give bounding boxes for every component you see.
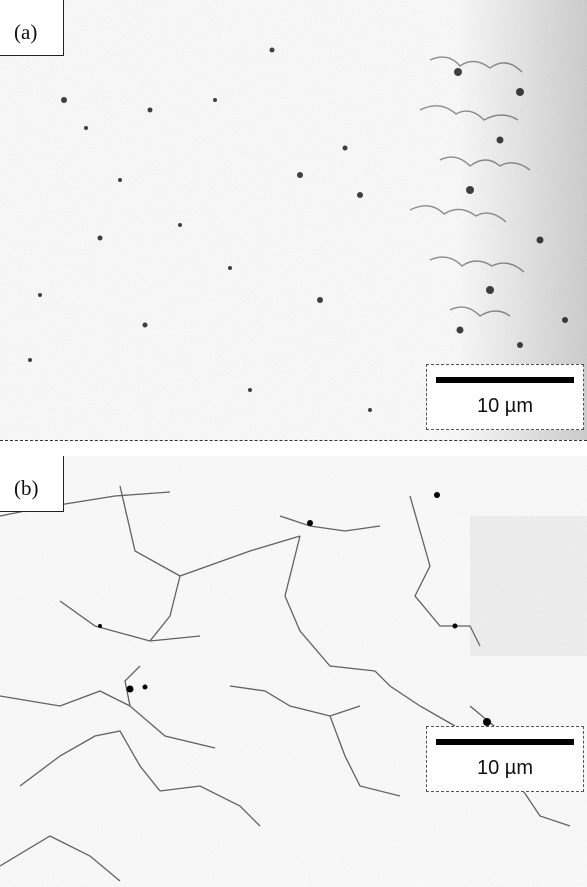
panel-label-b: (b): [14, 476, 39, 500]
micrograph-panel-b: (b) 10 µm: [0, 456, 587, 887]
scale-bar-label-b: 10 µm: [477, 757, 533, 779]
panel-label-box-b: (b): [0, 456, 64, 512]
panel-label-a: (a): [14, 20, 38, 44]
scale-bar-a: [436, 377, 574, 383]
panel-label-box-a: (a): [0, 0, 64, 56]
micrograph-panel-a: (a) 10 µm: [0, 0, 587, 440]
scale-bar-b: [436, 739, 574, 745]
panel-divider: [0, 440, 587, 441]
scale-bar-box-b: 10 µm: [426, 726, 584, 792]
scale-bar-label-a: 10 µm: [477, 395, 533, 417]
micrograph-b-image: [0, 456, 587, 887]
scale-bar-box-a: 10 µm: [426, 364, 584, 430]
micrograph-a-image: [0, 0, 587, 440]
